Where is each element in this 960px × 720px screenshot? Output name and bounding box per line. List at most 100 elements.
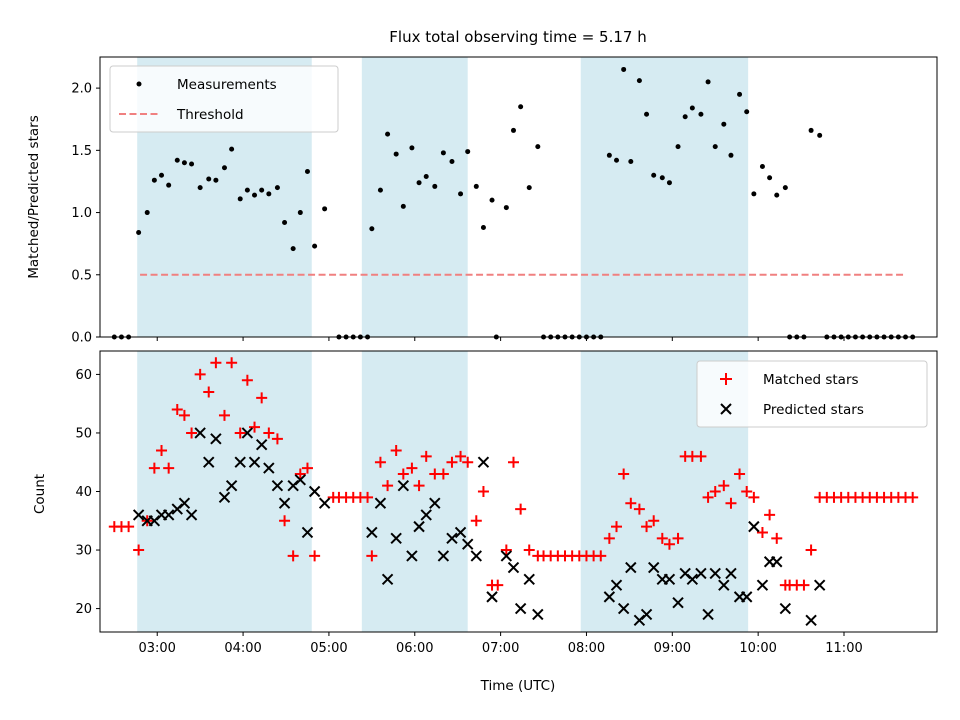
measurement-point — [698, 111, 704, 117]
predicted-star-point — [725, 567, 737, 580]
predicted-star-point — [294, 474, 307, 486]
matched-star-point — [446, 456, 458, 468]
matched-star-point — [271, 433, 283, 445]
matched-star-point — [397, 468, 409, 480]
predicted-star-point — [218, 491, 231, 504]
matched-star-point — [603, 532, 615, 544]
measurement-point — [636, 78, 642, 84]
matched-star-point — [756, 526, 768, 538]
measurement-point — [808, 127, 814, 133]
measurement-point — [266, 191, 272, 197]
predicted-star-point — [625, 561, 637, 574]
predicted-star-point — [263, 462, 275, 474]
predicted-star-point — [241, 427, 254, 439]
x-tick-label: 04:00 — [224, 641, 261, 656]
bottom-legend: Matched stars Predicted stars — [696, 360, 928, 428]
measurement-point — [659, 175, 665, 181]
matched-star-point — [523, 544, 535, 556]
predicted-star-point — [702, 608, 714, 621]
predicted-star-point — [454, 526, 467, 539]
chart-title: Flux total observing time = 5.17 h — [389, 28, 646, 46]
predicted-star-point — [194, 427, 206, 439]
measurement-point — [159, 172, 165, 178]
x-tick-label: 07:00 — [482, 641, 519, 656]
top-x-ticks — [156, 337, 845, 341]
y-tick-label: 2.0 — [71, 82, 92, 97]
predicted-star-point — [132, 509, 145, 521]
matched-star-point — [241, 374, 253, 386]
measurement-point — [614, 157, 620, 163]
predicted-star-point — [234, 456, 246, 468]
bottom-y-axis-label: Count — [32, 474, 48, 514]
top-y-ticks: 0.0 0.5 1.0 1.5 2.0 — [71, 82, 100, 346]
matched-star-point — [764, 509, 776, 521]
matched-star-point — [309, 550, 321, 562]
x-tick-label: 11:00 — [825, 641, 862, 656]
bottom-legend-box — [696, 360, 928, 428]
x-tick-label: 10:00 — [739, 641, 776, 656]
predicted-star-point — [779, 602, 792, 615]
measurement-point — [621, 66, 627, 72]
measurement-point — [705, 79, 711, 85]
matched-star-point — [470, 515, 482, 527]
measurement-point — [244, 187, 250, 193]
predicted-star-point — [446, 532, 458, 545]
predicted-star-point — [210, 433, 222, 445]
matched-star-point — [123, 521, 135, 533]
measurement-point — [449, 159, 455, 165]
y-tick-label: 1.0 — [71, 206, 92, 221]
measurement-point — [518, 104, 524, 110]
measurement-point — [409, 145, 415, 151]
matched-star-point — [301, 462, 313, 474]
predicted-star-point — [185, 509, 198, 521]
measurement-point — [377, 187, 383, 193]
legend-threshold-label: Threshold — [176, 107, 244, 123]
matched-star-point — [695, 450, 707, 462]
matched-star-point — [595, 550, 607, 562]
bottom-x-ticks: 03:00 04:00 05:00 06:00 07:00 08:00 09:00 10:00… — [138, 632, 863, 656]
matched-star-point — [279, 515, 291, 527]
predicted-star-point — [318, 497, 331, 509]
x-tick-label: 08:00 — [568, 641, 605, 656]
measurement-point — [312, 243, 318, 249]
predicted-star-point — [397, 479, 410, 492]
predicted-star-point — [610, 579, 623, 591]
measurement-point — [651, 172, 657, 178]
predicted-star-point — [390, 532, 402, 545]
matched-star-point — [194, 368, 206, 380]
predicted-star-point — [686, 573, 699, 586]
x-tick-label: 09:00 — [654, 641, 691, 656]
predicted-star-point — [648, 561, 660, 574]
measurement-point — [817, 132, 823, 138]
matched-star-point — [641, 521, 653, 533]
predicted-star-point — [406, 550, 418, 562]
measurement-point — [400, 203, 406, 209]
matched-star-point — [294, 468, 306, 480]
matched-star-point — [156, 445, 168, 457]
measurement-point — [675, 144, 681, 150]
measurement-point — [189, 161, 195, 167]
predicted-star-point — [420, 509, 432, 521]
matched-star-point — [218, 409, 230, 421]
top-panel: 0.0 0.5 1.0 1.5 2.0 Flux total observing tim… — [26, 28, 938, 346]
bottom-data-layer — [108, 357, 919, 626]
measurement-point — [297, 210, 303, 216]
matched-star-point — [672, 532, 684, 544]
measurement-point — [206, 176, 212, 182]
measurement-point — [259, 187, 265, 193]
top-legend: Measurements Threshold — [109, 65, 339, 133]
matched-star-point — [633, 503, 645, 515]
measurement-point — [221, 165, 227, 171]
measurement-point — [535, 144, 541, 150]
bottom-y-ticks: 20 30 40 50 60 — [75, 368, 100, 617]
y-tick-label: 50 — [75, 426, 92, 441]
measurement-point — [151, 177, 157, 183]
legend-matched-label: Matched stars — [763, 372, 859, 388]
measurement-point — [290, 246, 296, 252]
bottom-panel: 20 30 40 50 60 03:00 04:00 05:00 06:00 07:00 08:0… — [32, 350, 938, 694]
predicted-star-point — [162, 509, 175, 521]
measurement-point — [144, 210, 150, 216]
predicted-star-point — [741, 591, 753, 603]
measurement-point — [458, 191, 464, 197]
measurement-point — [689, 105, 695, 111]
